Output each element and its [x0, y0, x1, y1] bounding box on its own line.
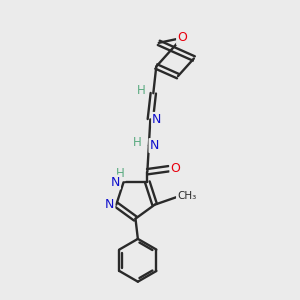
Text: H: H — [133, 136, 142, 149]
Text: H: H — [116, 167, 125, 180]
Text: O: O — [177, 32, 187, 44]
Text: N: N — [105, 198, 114, 211]
Text: CH₃: CH₃ — [177, 191, 196, 201]
Text: N: N — [149, 139, 159, 152]
Text: N: N — [111, 176, 120, 189]
Text: O: O — [170, 162, 180, 175]
Text: N: N — [152, 113, 162, 126]
Text: H: H — [136, 84, 145, 98]
